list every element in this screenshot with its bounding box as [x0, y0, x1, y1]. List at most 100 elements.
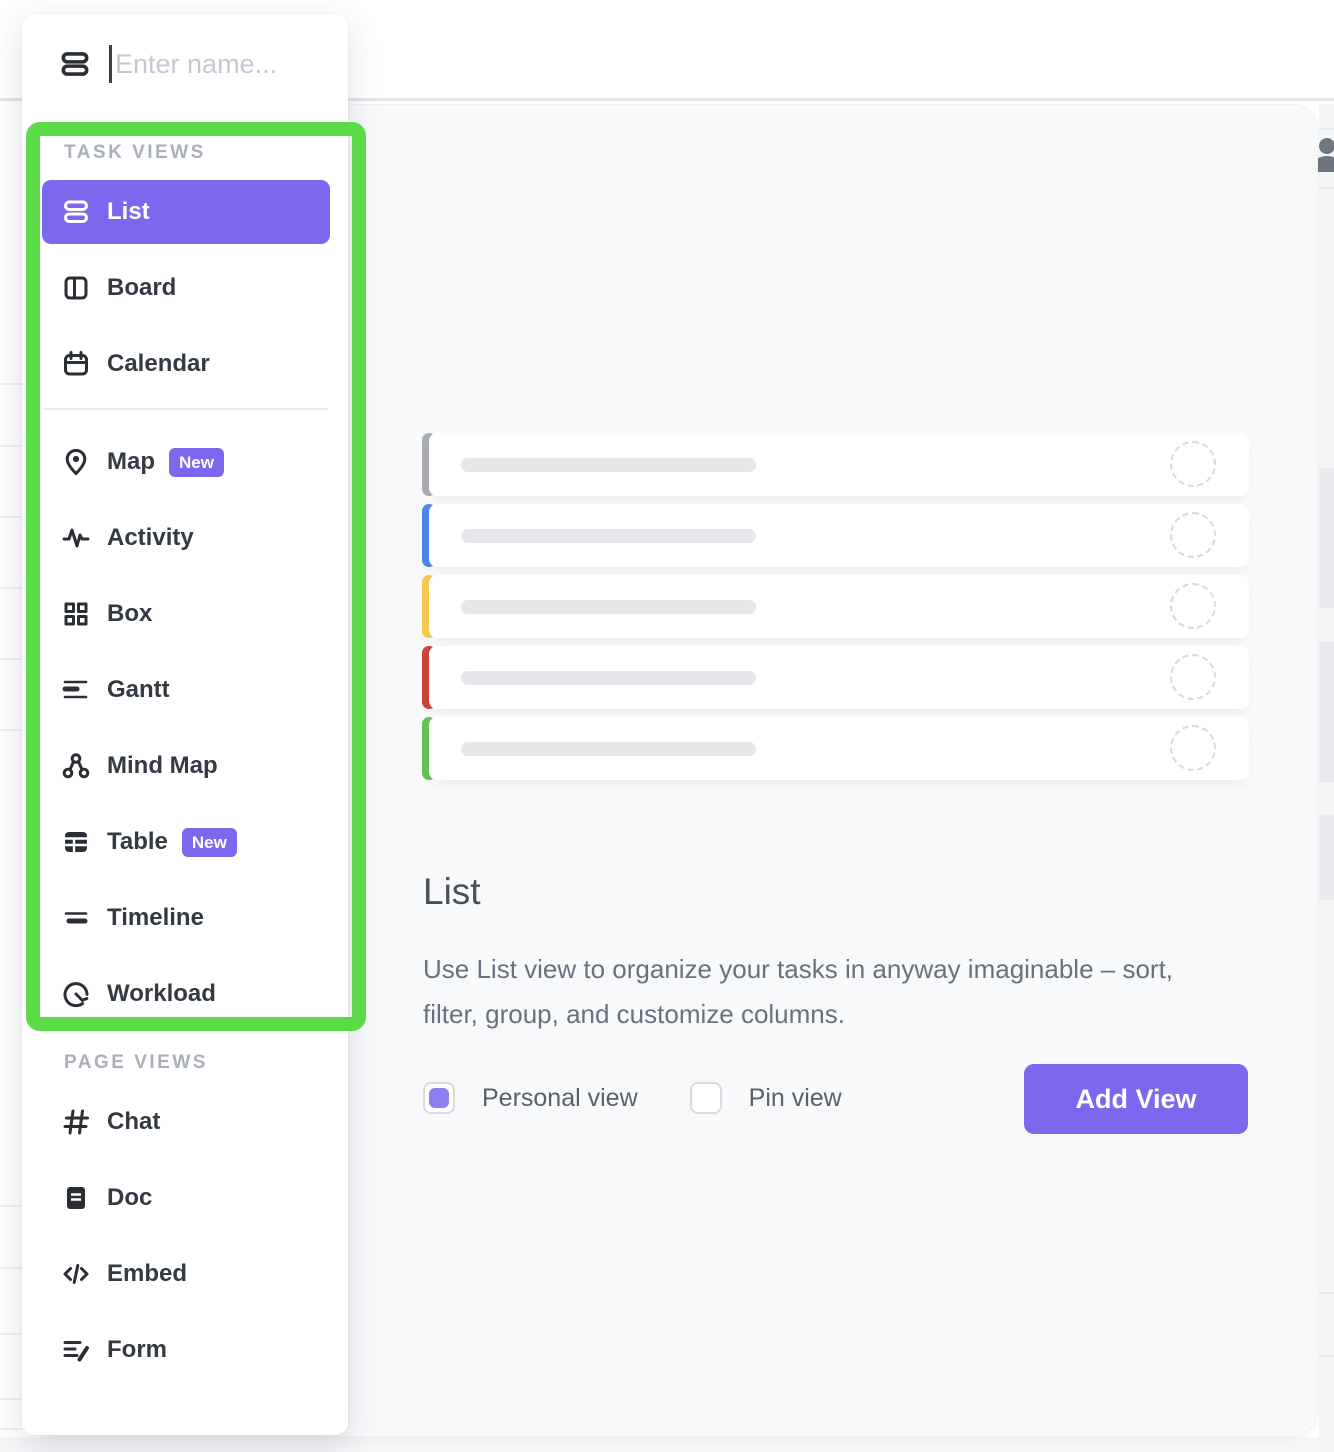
section-label-page-views: PAGE VIEWS [64, 1052, 208, 1073]
section-divider [44, 408, 328, 410]
background-line [1319, 1292, 1334, 1294]
view-item-label: Map [107, 448, 155, 475]
section-label-task-views: TASK VIEWS [64, 142, 206, 163]
assignee-placeholder-circle [1170, 654, 1216, 700]
new-badge: New [181, 827, 237, 857]
hash-icon [60, 1106, 92, 1138]
background-line [0, 658, 22, 660]
personal-view-label: Personal view [482, 1083, 638, 1112]
view-item-box[interactable]: Box [42, 582, 330, 646]
view-options-row: Personal view Pin view [423, 1082, 842, 1114]
embed-icon [60, 1258, 92, 1290]
task-views-list: List Board Calendar Map New Activity Box… [22, 180, 348, 1026]
mind-map-icon [60, 750, 92, 782]
background-line [0, 1428, 22, 1430]
add-view-button[interactable]: Add View [1024, 1064, 1248, 1134]
view-item-doc[interactable]: Doc [42, 1166, 330, 1230]
view-item-timeline[interactable]: Timeline [42, 886, 330, 950]
view-item-label: Board [107, 274, 177, 301]
preview-description: Use List view to organize your tasks in … [423, 954, 1174, 1029]
view-name-input[interactable] [115, 48, 325, 80]
pin-view-checkbox[interactable] [689, 1082, 722, 1114]
new-badge: New [169, 447, 224, 477]
view-item-mind-map[interactable]: Mind Map [42, 734, 330, 798]
preview-title: List [423, 871, 481, 912]
view-item-label: Timeline [107, 904, 204, 931]
background-line [1319, 128, 1334, 130]
background-line [0, 1267, 22, 1269]
view-item-label: Form [107, 1336, 167, 1363]
skeleton-row [422, 433, 1249, 496]
background-line [0, 1398, 22, 1400]
background-line [1319, 187, 1334, 189]
background-right-strip [1319, 104, 1334, 1452]
gantt-icon [60, 674, 92, 706]
user-avatar-icon[interactable] [1312, 134, 1334, 178]
skeleton-row [422, 504, 1249, 567]
view-item-table[interactable]: Table New [42, 810, 330, 874]
page-bottom-strip [0, 1437, 1334, 1452]
skeleton-row [422, 717, 1249, 780]
view-item-label: Embed [107, 1260, 188, 1287]
background-line [0, 1333, 22, 1335]
background-line [0, 1205, 22, 1207]
list-icon [60, 196, 92, 228]
skeleton-text-bar [461, 742, 756, 756]
view-item-list[interactable]: List [42, 180, 330, 244]
view-item-form[interactable]: Form [42, 1318, 330, 1382]
skeleton-row [422, 575, 1249, 638]
timeline-icon [60, 902, 92, 934]
box-grid-icon [60, 598, 92, 630]
assignee-placeholder-circle [1170, 512, 1216, 558]
form-icon [60, 1334, 92, 1366]
view-preview-panel: List Use List view to organize your task… [30, 104, 1318, 1437]
view-item-map[interactable]: Map New [42, 430, 330, 494]
view-item-label: Mind Map [107, 752, 218, 779]
background-band [1319, 642, 1334, 782]
view-item-activity[interactable]: Activity [42, 506, 330, 570]
map-pin-icon [60, 446, 92, 478]
view-item-label: Calendar [107, 350, 210, 377]
view-item-label: Activity [107, 524, 194, 551]
background-line [0, 729, 22, 731]
checkbox-fill [429, 1088, 449, 1108]
view-item-board[interactable]: Board [42, 256, 330, 320]
view-item-label: Workload [107, 980, 216, 1007]
text-cursor [109, 45, 112, 83]
view-item-label: Gantt [107, 676, 170, 703]
board-icon [60, 272, 92, 304]
view-item-label: Doc [107, 1184, 153, 1211]
skeleton-text-bar [461, 458, 756, 472]
workload-icon [60, 978, 92, 1010]
view-item-label: List [107, 198, 150, 225]
personal-view-checkbox[interactable] [423, 1082, 455, 1114]
view-item-embed[interactable]: Embed [42, 1242, 330, 1306]
background-line [1319, 1355, 1334, 1357]
activity-icon [60, 522, 92, 554]
calendar-icon [60, 348, 92, 380]
background-line [0, 516, 22, 518]
skeleton-text-bar [461, 529, 756, 543]
assignee-placeholder-circle [1170, 583, 1216, 629]
views-popup: TASK VIEWS List Board Calendar Map New A… [22, 14, 348, 1435]
view-item-gantt[interactable]: Gantt [42, 658, 330, 722]
page-top-divider [0, 98, 1334, 101]
skeleton-row [422, 646, 1249, 709]
list-icon [58, 47, 92, 81]
page-views-list: Chat Doc Embed Form [22, 1090, 348, 1382]
view-item-label: Chat [107, 1108, 161, 1135]
view-item-label: Box [107, 600, 153, 627]
view-item-chat[interactable]: Chat [42, 1090, 330, 1154]
background-line [0, 383, 22, 385]
background-band [1319, 468, 1334, 608]
skeleton-text-bar [461, 671, 756, 685]
view-item-calendar[interactable]: Calendar [42, 332, 330, 396]
background-line [0, 587, 22, 589]
assignee-placeholder-circle [1170, 441, 1216, 487]
skeleton-text-bar [461, 600, 756, 614]
view-item-workload[interactable]: Workload [42, 962, 330, 1026]
checkbox-fill [696, 1088, 716, 1108]
background-line [0, 445, 22, 447]
assignee-placeholder-circle [1170, 725, 1216, 771]
